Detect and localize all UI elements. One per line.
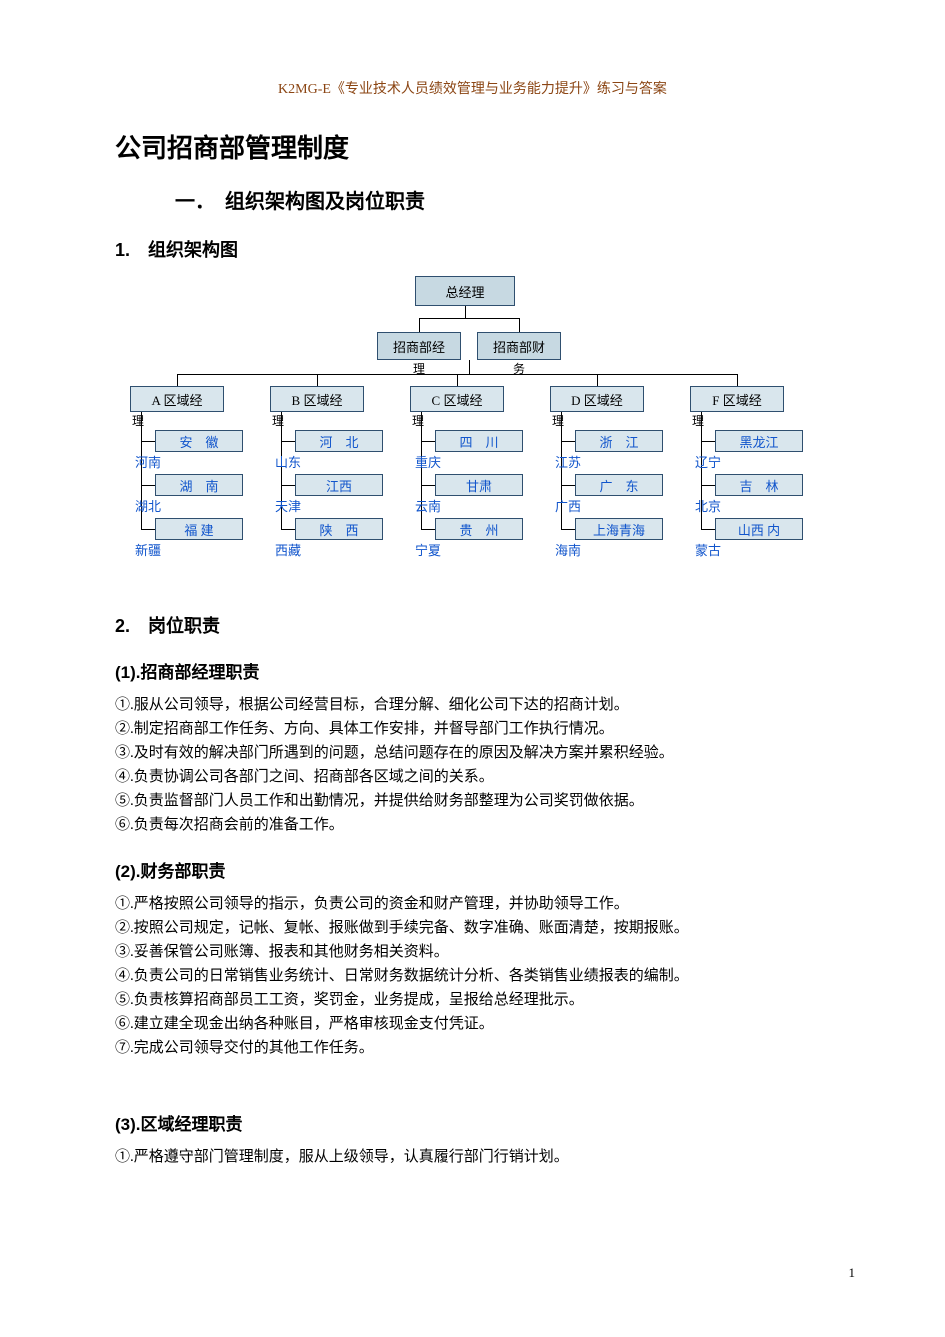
list-item: ⑥.负责每次招商会前的准备工作。 (115, 813, 835, 837)
org-node-sub: 理 (550, 412, 644, 429)
page-number: 1 (849, 1265, 856, 1281)
list-item: ③.及时有效的解决部门所遇到的问题，总结问题存在的原因及解决方案并累积经验。 (115, 741, 835, 765)
connector-line (469, 360, 470, 374)
group-2-body: ①.严格按照公司领导的指示，负责公司的资金和财产管理，并协助领导工作。②.按照公… (115, 892, 835, 1060)
org-child-sublabel: 西藏 (275, 540, 301, 559)
org-node-sub: 理 (690, 412, 784, 429)
org-child-node: 山西 内 (715, 518, 803, 540)
connector-line (281, 485, 295, 486)
subtitle-org-chart: 1. 组织架构图 (115, 236, 835, 262)
list-item: ⑦.完成公司领导交付的其他工作任务。 (115, 1036, 835, 1060)
connector-line (141, 441, 155, 442)
org-node: D 区域经 (550, 386, 644, 412)
org-child-sublabel: 河南 (135, 452, 161, 471)
document-content: 公司招商部管理制度 一． 组织架构图及岗位职责 1. 组织架构图 总经理招商部经… (115, 128, 835, 1169)
org-child-node: 湖 南 (155, 474, 243, 496)
org-node: B 区域经 (270, 386, 364, 412)
connector-line (419, 318, 519, 319)
connector-line (281, 441, 295, 442)
org-node-sub: 理 (270, 412, 364, 429)
org-child-sublabel: 广西 (555, 496, 581, 515)
list-item: ⑤.负责监督部门人员工作和出勤情况，并提供给财务部整理为公司奖罚做依据。 (115, 789, 835, 813)
group-3-title: (3).区域经理职责 (115, 1110, 835, 1135)
org-child-sublabel: 云南 (415, 496, 441, 515)
connector-line (421, 529, 435, 530)
org-child-sublabel: 湖北 (135, 496, 161, 515)
section-title: 一． 组织架构图及岗位职责 (175, 185, 835, 214)
org-child-node: 甘肃 (435, 474, 523, 496)
connector-line (317, 374, 318, 386)
connector-line (597, 374, 598, 386)
subtitle-duties: 2. 岗位职责 (115, 612, 835, 638)
list-item: ①.严格按照公司领导的指示，负责公司的资金和财产管理，并协助领导工作。 (115, 892, 835, 916)
list-item: ④.负责公司的日常销售业务统计、日常财务数据统计分析、各类销售业绩报表的编制。 (115, 964, 835, 988)
connector-line (561, 529, 575, 530)
org-node: 招商部财 (477, 332, 561, 360)
org-child-node: 江西 (295, 474, 383, 496)
org-chart: 总经理招商部经理招商部财务A 区域经理B 区域经理C 区域经理D 区域经理F 区… (115, 276, 835, 576)
header-watermark: K2MG-E《专业技术人员绩效管理与业务能力提升》练习与答案 (0, 78, 945, 98)
connector-line (421, 441, 435, 442)
list-item: ②.按照公司规定，记帐、复帐、报账做到手续完备、数字准确、账面清楚，按期报账。 (115, 916, 835, 940)
org-child-node: 黑龙江 (715, 430, 803, 452)
group-1-title: (1).招商部经理职责 (115, 658, 835, 683)
connector-line (281, 529, 295, 530)
org-child-sublabel: 海南 (555, 540, 581, 559)
org-child-sublabel: 重庆 (415, 452, 441, 471)
connector-line (457, 374, 458, 386)
connector-line (465, 306, 466, 318)
org-child-sublabel: 江苏 (555, 452, 581, 471)
connector-line (141, 529, 155, 530)
org-node-sub: 理 (410, 412, 504, 429)
org-child-node: 浙 江 (575, 430, 663, 452)
list-item: ②.制定招商部工作任务、方向、具体工作安排，并督导部门工作执行情况。 (115, 717, 835, 741)
org-child-sublabel: 蒙古 (695, 540, 721, 559)
org-child-sublabel: 新疆 (135, 540, 161, 559)
list-item: ④.负责协调公司各部门之间、招商部各区域之间的关系。 (115, 765, 835, 789)
connector-line (701, 485, 715, 486)
org-child-sublabel: 天津 (275, 496, 301, 515)
connector-line (419, 318, 420, 332)
connector-line (561, 485, 575, 486)
org-child-node: 贵 州 (435, 518, 523, 540)
group-3-body: ①.严格遵守部门管理制度，服从上级领导，认真履行部门行销计划。 (115, 1145, 835, 1169)
org-child-node: 安 徽 (155, 430, 243, 452)
org-child-sublabel: 宁夏 (415, 540, 441, 559)
org-child-node: 上海青海 (575, 518, 663, 540)
connector-line (421, 485, 435, 486)
org-child-node: 福 建 (155, 518, 243, 540)
list-item: ⑤.负责核算招商部员工工资，奖罚金，业务提成，呈报给总经理批示。 (115, 988, 835, 1012)
org-child-node: 广 东 (575, 474, 663, 496)
group-1-body: ①.服从公司领导，根据公司经营目标，合理分解、细化公司下达的招商计划。②.制定招… (115, 693, 835, 837)
list-item: ①.服从公司领导，根据公司经营目标，合理分解、细化公司下达的招商计划。 (115, 693, 835, 717)
connector-line (701, 441, 715, 442)
connector-line (701, 529, 715, 530)
connector-line (141, 485, 155, 486)
connector-line (737, 374, 738, 386)
org-child-node: 吉 林 (715, 474, 803, 496)
org-child-sublabel: 山东 (275, 452, 301, 471)
org-child-sublabel: 辽宁 (695, 452, 721, 471)
list-item: ⑥.建立建全现金出纳各种账目，严格审核现金支付凭证。 (115, 1012, 835, 1036)
group-2-title: (2).财务部职责 (115, 857, 835, 882)
org-child-node: 四 川 (435, 430, 523, 452)
org-node: A 区域经 (130, 386, 224, 412)
org-node-sub: 理 (130, 412, 224, 429)
org-node: 总经理 (415, 276, 515, 306)
connector-line (519, 318, 520, 332)
connector-line (177, 374, 178, 386)
list-item: ①.严格遵守部门管理制度，服从上级领导，认真履行部门行销计划。 (115, 1145, 835, 1169)
doc-title: 公司招商部管理制度 (115, 128, 835, 165)
org-child-sublabel: 北京 (695, 496, 721, 515)
org-child-node: 河 北 (295, 430, 383, 452)
connector-line (561, 441, 575, 442)
org-child-node: 陕 西 (295, 518, 383, 540)
list-item: ③.妥善保管公司账簿、报表和其他财务相关资料。 (115, 940, 835, 964)
org-node: F 区域经 (690, 386, 784, 412)
org-node: 招商部经 (377, 332, 461, 360)
org-node: C 区域经 (410, 386, 504, 412)
